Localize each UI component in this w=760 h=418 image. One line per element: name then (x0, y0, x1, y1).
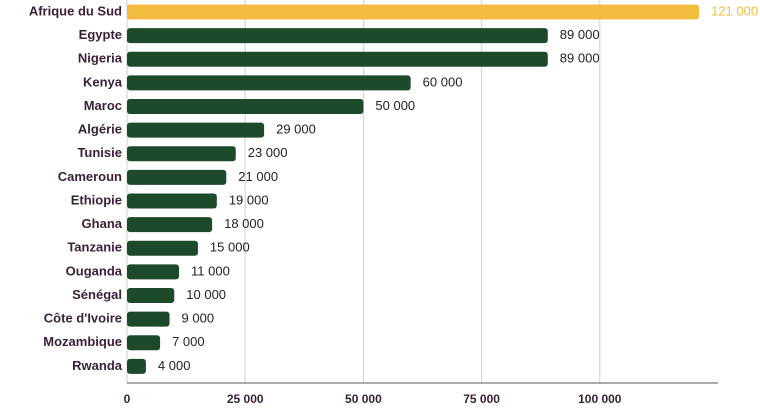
value-label: 18 000 (224, 216, 264, 231)
value-label: 4 000 (158, 358, 191, 373)
value-label: 7 000 (172, 334, 205, 349)
value-label: 29 000 (276, 122, 316, 137)
value-label: 89 000 (560, 51, 600, 66)
bar (127, 217, 213, 233)
y-tick-label: Afrique du Sud (29, 3, 122, 18)
y-tick-label: Cameroun (58, 169, 122, 184)
y-tick-label: Tunisie (77, 145, 122, 160)
value-label: 15 000 (210, 240, 250, 255)
y-tick-label: Egypte (79, 27, 122, 42)
y-tick-label: Ghana (82, 216, 123, 231)
value-label: 11 000 (191, 263, 230, 278)
bar (127, 122, 265, 138)
x-tick-label: 50 000 (345, 392, 382, 406)
y-tick-label: Maroc (84, 98, 122, 113)
value-label: 9 000 (182, 311, 215, 326)
y-tick-label: Ethiopie (71, 192, 122, 207)
y-tick-label: Tanzanie (67, 240, 122, 255)
value-label: 50 000 (375, 98, 415, 113)
bar (127, 169, 227, 185)
y-tick-label: Nigeria (78, 51, 123, 66)
bar (127, 335, 161, 351)
bar (127, 288, 175, 303)
bar (127, 75, 411, 91)
bar (127, 358, 146, 374)
x-tick-label: 75 000 (463, 392, 500, 406)
value-label: 60 000 (423, 74, 463, 89)
y-tick-label: Mozambique (43, 334, 122, 349)
bar (127, 193, 217, 209)
value-label: 121 000 (711, 3, 758, 18)
y-tick-label: Côte d'Ivoire (44, 311, 122, 326)
y-tick-label: Kenya (83, 74, 123, 89)
y-tick-label: Ouganda (66, 263, 123, 278)
x-tick-label: 25 000 (227, 392, 264, 406)
bar (127, 51, 548, 67)
bar (127, 4, 700, 20)
bar (127, 99, 364, 114)
y-tick-label: Rwanda (72, 358, 123, 373)
bar (127, 240, 198, 256)
bar (127, 146, 236, 162)
value-label: 23 000 (248, 145, 288, 160)
x-tick-label: 0 (124, 392, 131, 406)
value-label: 21 000 (238, 169, 278, 184)
y-tick-label: Algérie (78, 122, 122, 137)
bar (127, 311, 170, 327)
x-tick-label: 100 000 (578, 392, 622, 406)
bar (127, 28, 548, 44)
y-tick-label: Sénégal (72, 287, 122, 302)
value-label: 89 000 (560, 27, 600, 42)
value-label: 19 000 (229, 192, 269, 207)
value-label: 10 000 (186, 287, 226, 302)
bar (127, 264, 180, 280)
